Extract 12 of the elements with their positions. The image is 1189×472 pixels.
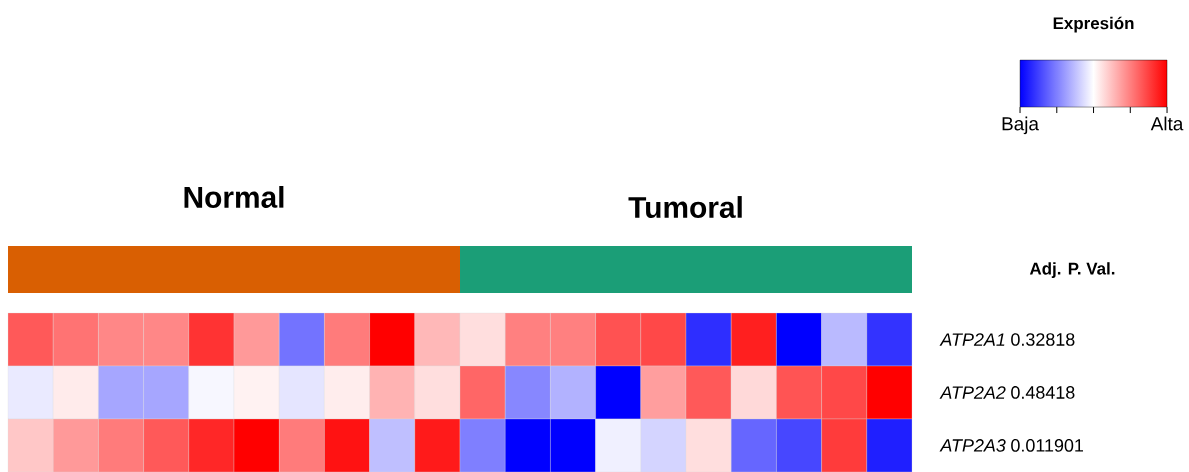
color-bar-label: Alta (1150, 116, 1184, 131)
y-tick-label: ATP2A1 (939, 333, 1005, 346)
text: Normal (184, 186, 284, 208)
text: Adj. P. Val. (1029, 262, 1115, 278)
y2-tick-label: 0.011901 (1011, 439, 1084, 452)
text: Tumoral (628, 196, 742, 219)
y2-tick-label: 0.32818 (1011, 333, 1075, 346)
y2-tick-label: 0.48418 (1011, 386, 1075, 399)
color-bar-label: Baja (1002, 116, 1039, 135)
color-bar-title: Expresión (1053, 16, 1134, 33)
y-tick-label: ATP2A2 (939, 386, 1006, 399)
y-tick-label: ATP2A3 (939, 439, 1006, 452)
